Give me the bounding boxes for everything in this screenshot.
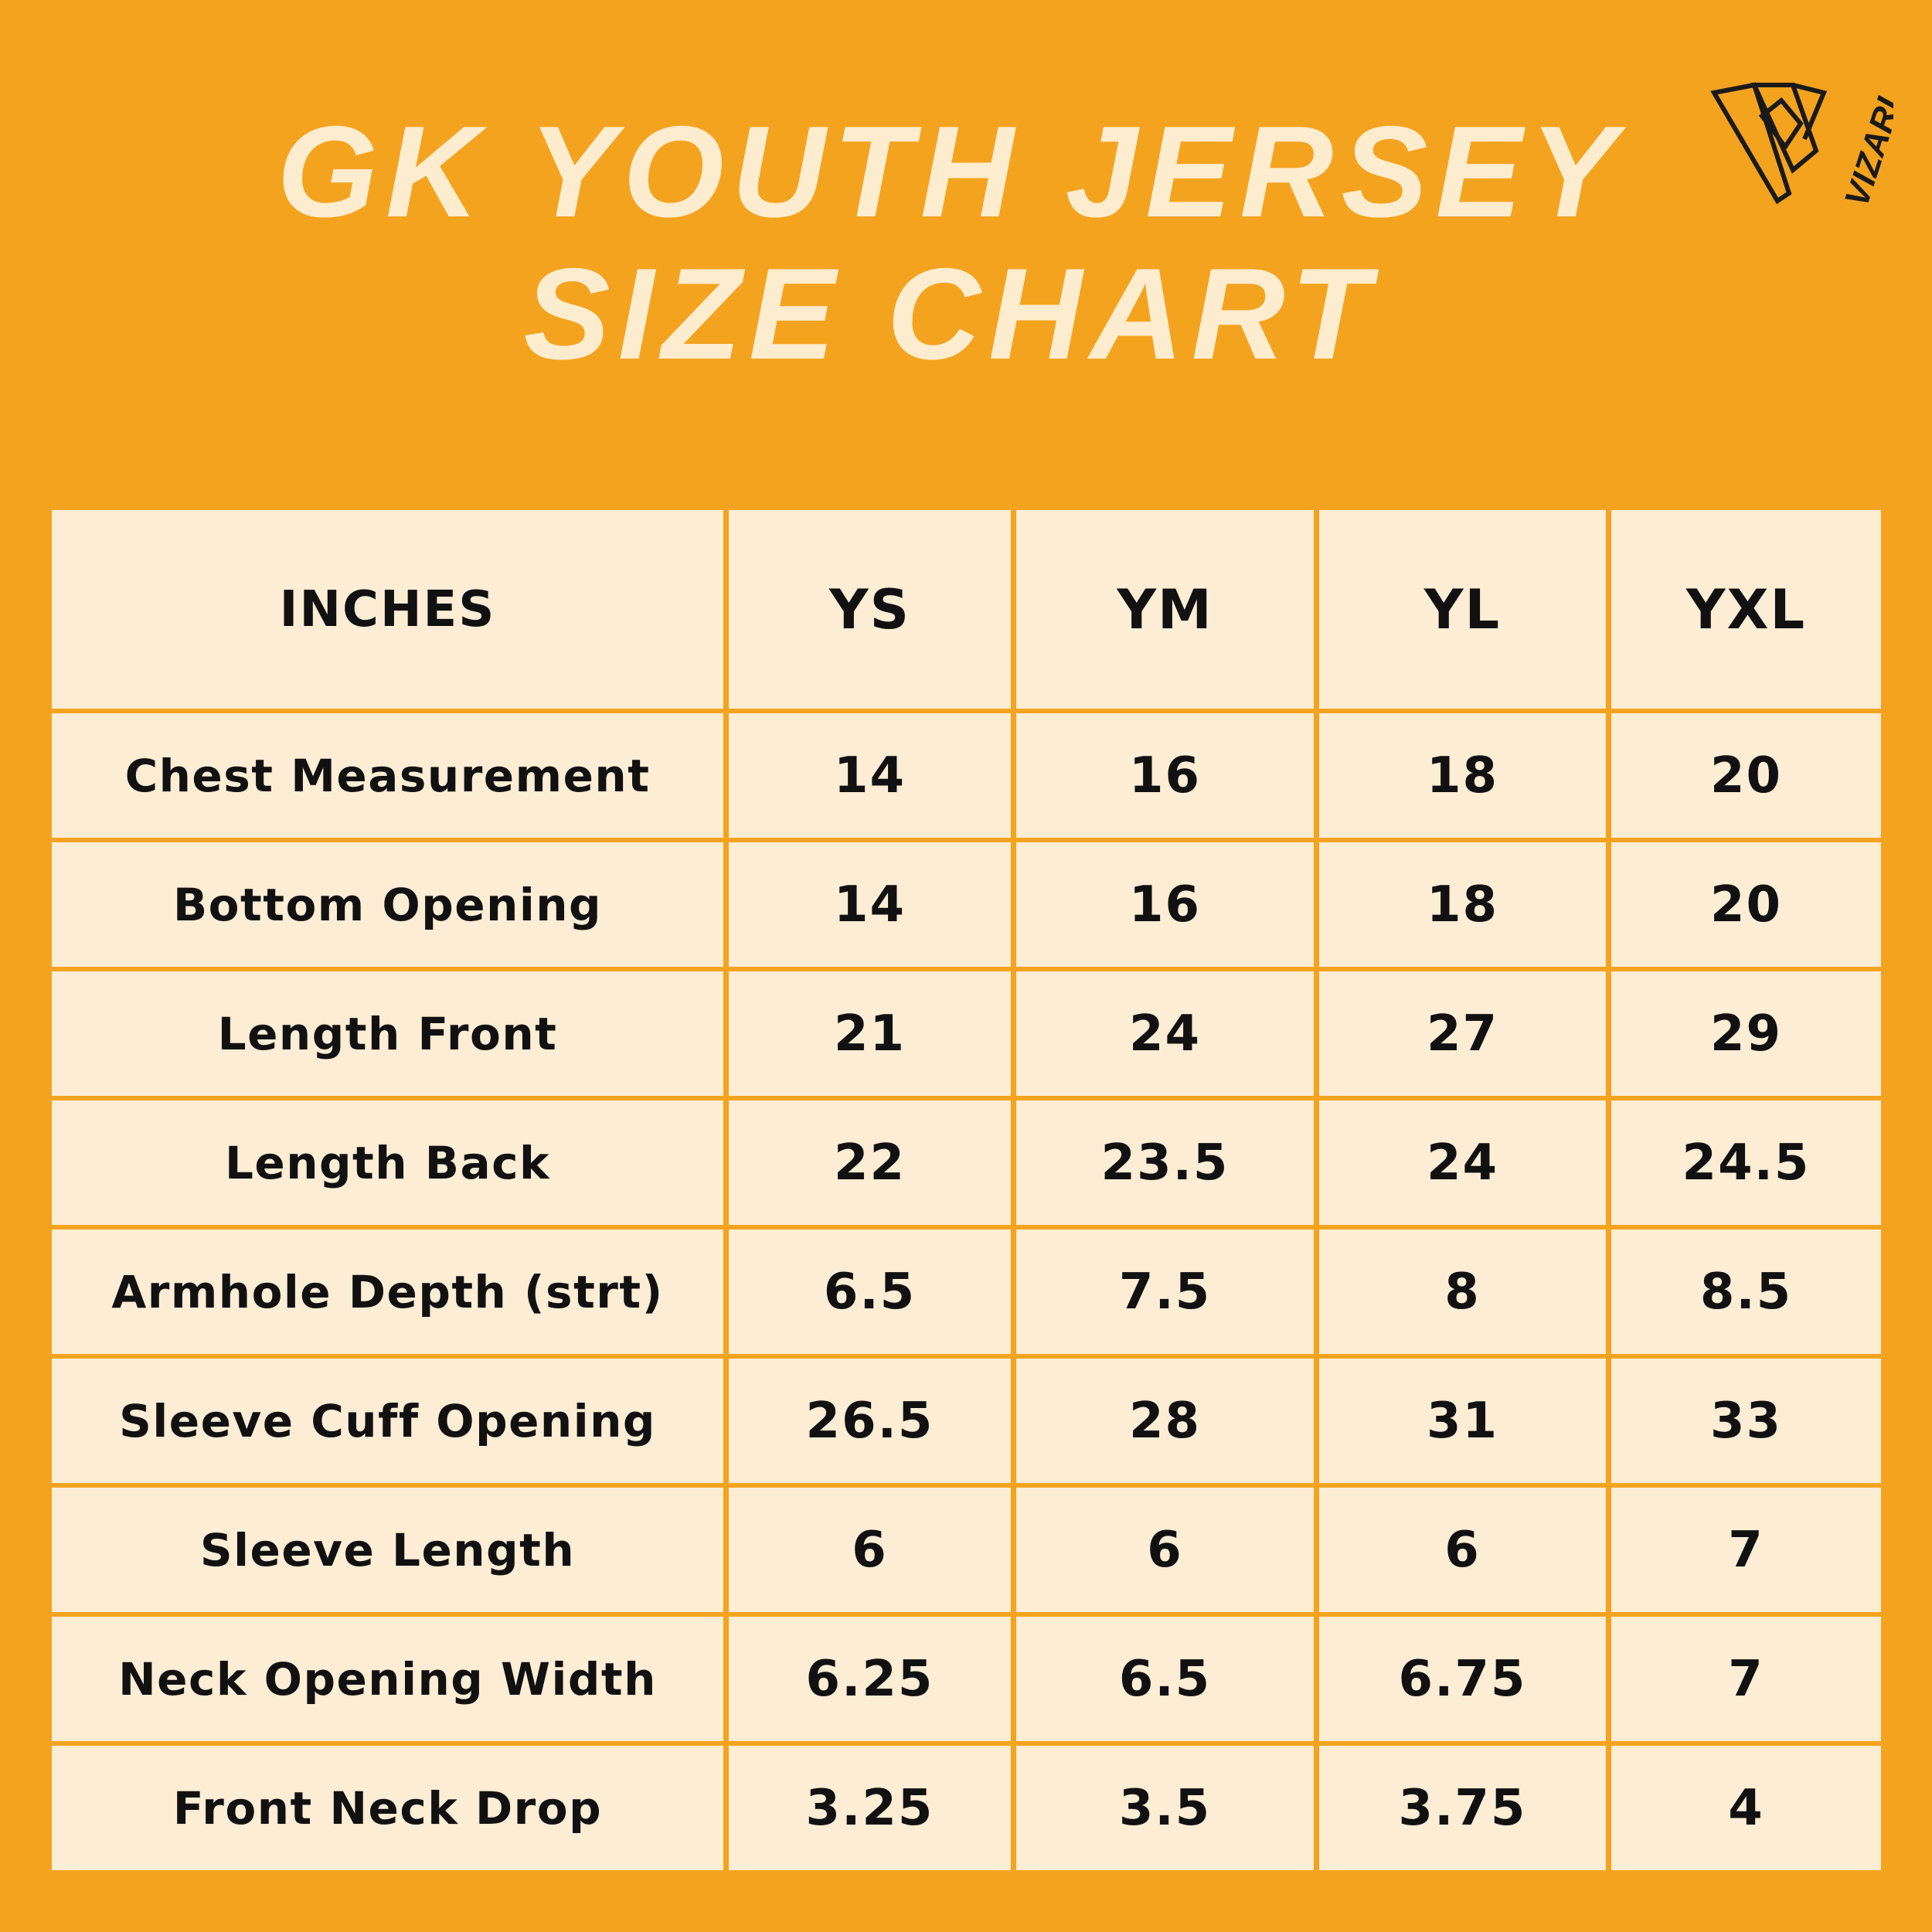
size-value: 16 [1016, 842, 1314, 967]
size-value: 22 [729, 1100, 1011, 1225]
size-value: 21 [729, 971, 1011, 1096]
size-value: 8.5 [1611, 1230, 1881, 1354]
size-value: 6 [729, 1488, 1011, 1612]
row-label: Sleeve Length [52, 1488, 723, 1612]
size-value: 31 [1319, 1359, 1606, 1483]
size-value: 6.75 [1319, 1617, 1606, 1741]
title-line: SIZE CHART [523, 241, 1378, 386]
size-value: 3.25 [729, 1746, 1011, 1870]
size-value: 7 [1611, 1488, 1881, 1612]
size-value: 3.5 [1016, 1746, 1314, 1870]
size-value: 20 [1611, 842, 1881, 967]
size-value: 16 [1016, 713, 1314, 838]
row-label: Length Front [52, 971, 723, 1096]
size-value: 24.5 [1611, 1100, 1881, 1225]
size-value: 6.25 [729, 1617, 1011, 1741]
size-value: 4 [1611, 1746, 1881, 1870]
row-label: Length Back [52, 1100, 723, 1225]
row-label: Armhole Depth (strt) [52, 1230, 723, 1354]
size-value: 33 [1611, 1359, 1881, 1483]
column-header: YM [1016, 510, 1314, 709]
size-value: 18 [1319, 713, 1606, 838]
size-value: 24 [1319, 1100, 1606, 1225]
brand-name: VIZARI [1838, 93, 1893, 211]
size-value: 26.5 [729, 1359, 1011, 1483]
size-value: 7.5 [1016, 1230, 1314, 1354]
size-value: 6 [1319, 1488, 1606, 1612]
size-value: 28 [1016, 1359, 1314, 1483]
row-label: Bottom Opening [52, 842, 723, 967]
size-value: 14 [729, 713, 1011, 838]
size-value: 8 [1319, 1230, 1606, 1354]
size-value: 6.5 [1016, 1617, 1314, 1741]
size-value: 27 [1319, 971, 1606, 1096]
column-header: YXL [1611, 510, 1881, 709]
size-value: 23.5 [1016, 1100, 1314, 1225]
size-value: 18 [1319, 842, 1606, 967]
row-label: Front Neck Drop [52, 1746, 723, 1870]
size-value: 24 [1016, 971, 1314, 1096]
row-label: Sleeve Cuff Opening [52, 1359, 723, 1483]
row-label: Neck Opening Width [52, 1617, 723, 1741]
size-table: INCHES YS YM YL YXL Chest Measurement 14 16 18 20… [52, 510, 1881, 1870]
column-header: INCHES [52, 510, 723, 709]
column-header: YS [729, 510, 1011, 709]
size-value: 6 [1016, 1488, 1314, 1612]
size-value: 6.5 [729, 1230, 1011, 1354]
size-value: 3.75 [1319, 1746, 1606, 1870]
title-line: GK YOUTH JERSEY [277, 99, 1624, 244]
size-value: 7 [1611, 1617, 1881, 1741]
size-value: 14 [729, 842, 1011, 967]
size-value: 20 [1611, 713, 1881, 838]
brand-logo: VIZARI [1710, 82, 1893, 211]
size-value: 29 [1611, 971, 1881, 1096]
column-header: YL [1319, 510, 1606, 709]
row-label: Chest Measurement [52, 713, 723, 838]
